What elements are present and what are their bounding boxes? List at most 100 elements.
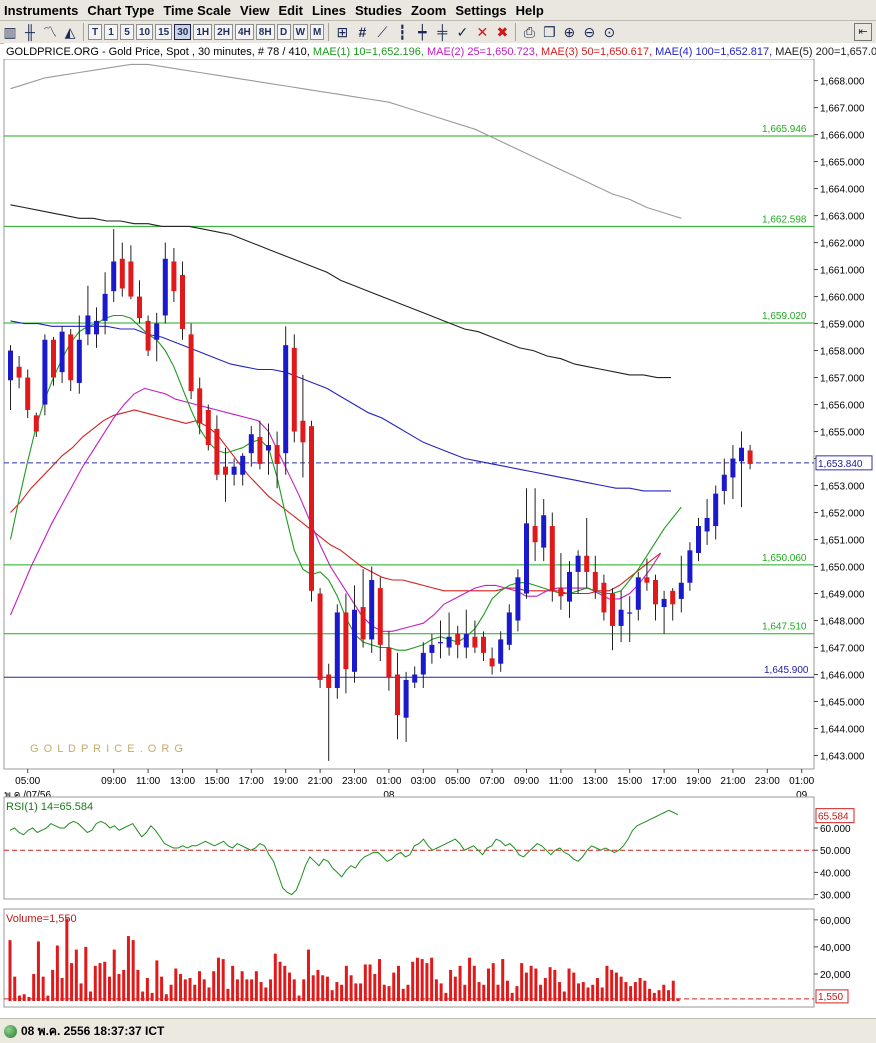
candle-up <box>506 612 512 645</box>
x-tick-label: 23:00 <box>755 776 780 787</box>
volume-bar <box>216 957 220 1001</box>
menu-chart-type[interactable]: Chart Type <box>87 2 155 18</box>
candle-up <box>429 644 435 653</box>
candle-up <box>111 261 117 292</box>
indicator-icon[interactable]: ⟋ <box>377 24 388 40</box>
bar-chart-icon[interactable]: ▥ <box>3 24 17 40</box>
line-chart-icon[interactable]: 〽 <box>43 24 57 40</box>
volume-bar <box>572 972 576 1001</box>
volume-bar <box>51 969 55 1001</box>
volume-bar <box>193 984 197 1001</box>
menu-zoom[interactable]: Zoom <box>410 2 447 18</box>
timeframe-2h-button[interactable]: 2H <box>214 24 233 40</box>
study-icon[interactable]: ╪ <box>437 24 448 40</box>
menu-studies[interactable]: Studies <box>354 2 402 18</box>
candle-up <box>721 474 727 491</box>
menu-instruments[interactable]: Instruments <box>4 2 79 18</box>
chart-area[interactable]: GOLDPRICE.ORG - Gold Price, Spot , 30 mi… <box>0 43 876 1018</box>
rsi-y-label: 30.000 <box>820 891 851 902</box>
menu-settings[interactable]: Settings <box>455 2 507 18</box>
dock-icon[interactable]: ⇤ <box>854 23 872 41</box>
timeframe-10-button[interactable]: 10 <box>136 24 154 40</box>
timeframe-4h-button[interactable]: 4H <box>234 24 254 40</box>
volume-bar <box>212 971 216 1001</box>
volume-bar <box>292 979 296 1001</box>
bars-icon[interactable]: ┇ <box>398 24 407 40</box>
volume-bar <box>382 984 386 1001</box>
print-icon[interactable]: ⎙ <box>523 24 535 40</box>
zoom-out-icon[interactable]: ⊖ <box>583 24 596 40</box>
candle-down <box>472 636 478 648</box>
candlestick-icon[interactable]: ╫ <box>25 24 35 40</box>
close-icon[interactable]: ✕ <box>476 24 489 40</box>
volume-bar <box>610 969 614 1001</box>
volume-bar <box>444 992 448 1001</box>
volume-bar <box>89 991 93 1001</box>
volume-bar <box>55 945 59 1001</box>
volume-bar <box>534 968 538 1001</box>
menu-help[interactable]: Help <box>515 2 544 18</box>
menu-view[interactable]: View <box>240 2 270 18</box>
timeframe-t-button[interactable]: T <box>88 24 102 40</box>
candles-icon[interactable]: ┿ <box>418 24 427 40</box>
volume-bar <box>562 991 566 1001</box>
candle-down <box>128 261 134 297</box>
candle-up <box>567 571 572 602</box>
timeframe-1h-button[interactable]: 1H <box>193 24 213 40</box>
candle-up <box>334 612 340 689</box>
candle-down <box>223 466 228 475</box>
candle-up <box>240 455 246 475</box>
volume-bar <box>136 969 140 1001</box>
hash-icon[interactable]: # <box>358 24 367 40</box>
timeframe-5-button[interactable]: 5 <box>120 24 134 40</box>
zoom-reset-icon[interactable]: ⊙ <box>603 24 616 40</box>
candle-down <box>610 593 615 626</box>
x-tick-label: 19:00 <box>273 776 298 787</box>
menu-lines[interactable]: Lines <box>312 2 346 18</box>
timeframe-w-button[interactable]: W <box>292 24 309 40</box>
volume-bar <box>349 975 353 1001</box>
crosshair-icon[interactable]: ⊞ <box>336 24 349 40</box>
candle-down <box>653 580 658 605</box>
candle-down <box>291 347 297 432</box>
area-chart-icon[interactable]: ◭ <box>64 24 76 40</box>
candle-down <box>644 577 650 583</box>
volume-bar <box>600 987 604 1001</box>
candle-down <box>300 420 306 443</box>
timeframe-15-button[interactable]: 15 <box>155 24 173 40</box>
candle-up <box>94 320 99 335</box>
timeframe-1-button[interactable]: 1 <box>104 24 118 40</box>
volume-bar <box>60 978 64 1001</box>
timeframe-8h-button[interactable]: 8H <box>255 24 275 40</box>
timeframe-30-button[interactable]: 30 <box>174 24 192 40</box>
menu-time-scale[interactable]: Time Scale <box>163 2 232 18</box>
zoom-in-icon[interactable]: ⊕ <box>563 24 576 40</box>
volume-bar <box>254 971 258 1001</box>
timeframe-m-button[interactable]: M <box>310 24 325 40</box>
volume-bar <box>340 984 344 1001</box>
volume-bar <box>595 978 599 1001</box>
volume-bar <box>449 969 453 1001</box>
y-tick-label: 1,653.000 <box>820 482 865 493</box>
check-icon[interactable]: ✓ <box>456 24 469 40</box>
volume-bar <box>396 965 400 1001</box>
candle-up <box>231 466 237 475</box>
rsi-last-label: 65.584 <box>818 812 849 823</box>
volume-bar <box>297 995 301 1001</box>
candle-up <box>635 577 641 610</box>
y-tick-label: 1,649.000 <box>820 590 865 601</box>
volume-bar <box>22 994 26 1001</box>
candle-up <box>696 526 701 554</box>
y-tick-label: 1,666.000 <box>820 131 865 142</box>
delete-lines-icon[interactable]: ✖ <box>496 24 509 40</box>
volume-bar <box>553 969 557 1001</box>
rsi-last-box <box>815 808 855 824</box>
volume-bar <box>619 976 623 1001</box>
menu-edit[interactable]: Edit <box>278 2 303 18</box>
volume-bar <box>221 959 225 1001</box>
copy-icon[interactable]: ❐ <box>543 24 556 40</box>
volume-bar <box>515 986 519 1001</box>
timeframe-d-button[interactable]: D <box>276 24 291 40</box>
x-tick-label: 21:00 <box>720 776 745 787</box>
